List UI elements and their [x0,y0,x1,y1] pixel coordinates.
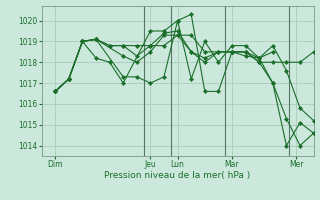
X-axis label: Pression niveau de la mer( hPa ): Pression niveau de la mer( hPa ) [104,171,251,180]
